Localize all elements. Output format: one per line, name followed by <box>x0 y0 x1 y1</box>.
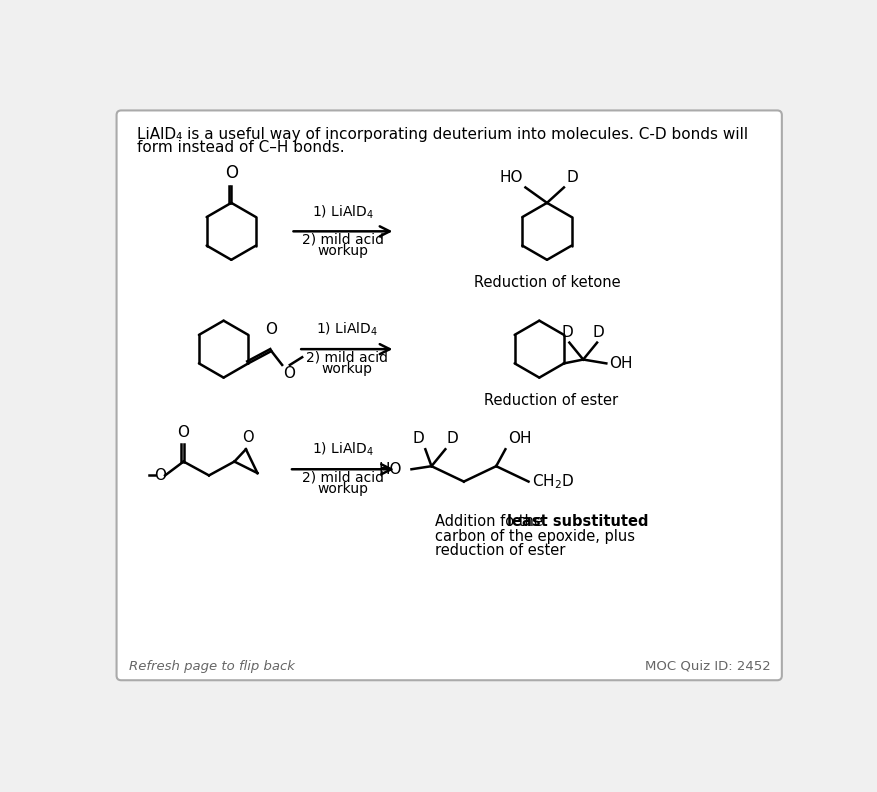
Text: MOC Quiz ID: 2452: MOC Quiz ID: 2452 <box>645 660 770 673</box>
Text: workup: workup <box>317 245 368 258</box>
Text: workup: workup <box>321 362 372 376</box>
Text: D: D <box>411 431 424 446</box>
Text: D: D <box>566 170 577 185</box>
Text: 1) LiAlD$_4$: 1) LiAlD$_4$ <box>311 204 374 220</box>
Text: 2) mild acid: 2) mild acid <box>302 233 383 247</box>
Text: Reduction of ketone: Reduction of ketone <box>474 275 620 290</box>
Text: O: O <box>225 164 238 182</box>
Text: HO: HO <box>499 170 523 185</box>
Text: D: D <box>446 431 458 446</box>
Text: D: D <box>592 326 603 341</box>
Text: least substituted: least substituted <box>506 514 648 529</box>
Text: O: O <box>153 468 166 483</box>
Text: O: O <box>282 367 295 382</box>
Text: HO: HO <box>378 462 402 477</box>
Text: 1) LiAlD$_4$: 1) LiAlD$_4$ <box>316 321 377 338</box>
Text: D: D <box>561 326 573 341</box>
Text: O: O <box>176 425 189 440</box>
Text: 2) mild acid: 2) mild acid <box>302 470 383 485</box>
Text: O: O <box>241 430 253 445</box>
Text: Addition fo the: Addition fo the <box>435 514 547 529</box>
Text: Reduction of ester: Reduction of ester <box>483 393 617 408</box>
Text: form instead of C–H bonds.: form instead of C–H bonds. <box>137 140 344 155</box>
Text: carbon of the epoxide, plus: carbon of the epoxide, plus <box>435 528 635 543</box>
Text: 1) LiAlD$_4$: 1) LiAlD$_4$ <box>311 441 374 459</box>
FancyBboxPatch shape <box>117 110 781 680</box>
Text: O: O <box>265 322 277 337</box>
Text: OH: OH <box>507 431 531 446</box>
Text: LiAlD₄ is a useful way of incorporating deuterium into molecules. C-D bonds will: LiAlD₄ is a useful way of incorporating … <box>137 128 747 143</box>
Text: reduction of ester: reduction of ester <box>435 543 565 558</box>
Text: OH: OH <box>609 356 632 371</box>
Text: workup: workup <box>317 482 368 497</box>
Text: CH$_2$D: CH$_2$D <box>531 472 574 491</box>
Text: Refresh page to flip back: Refresh page to flip back <box>129 660 295 673</box>
Text: 2) mild acid: 2) mild acid <box>305 351 388 364</box>
